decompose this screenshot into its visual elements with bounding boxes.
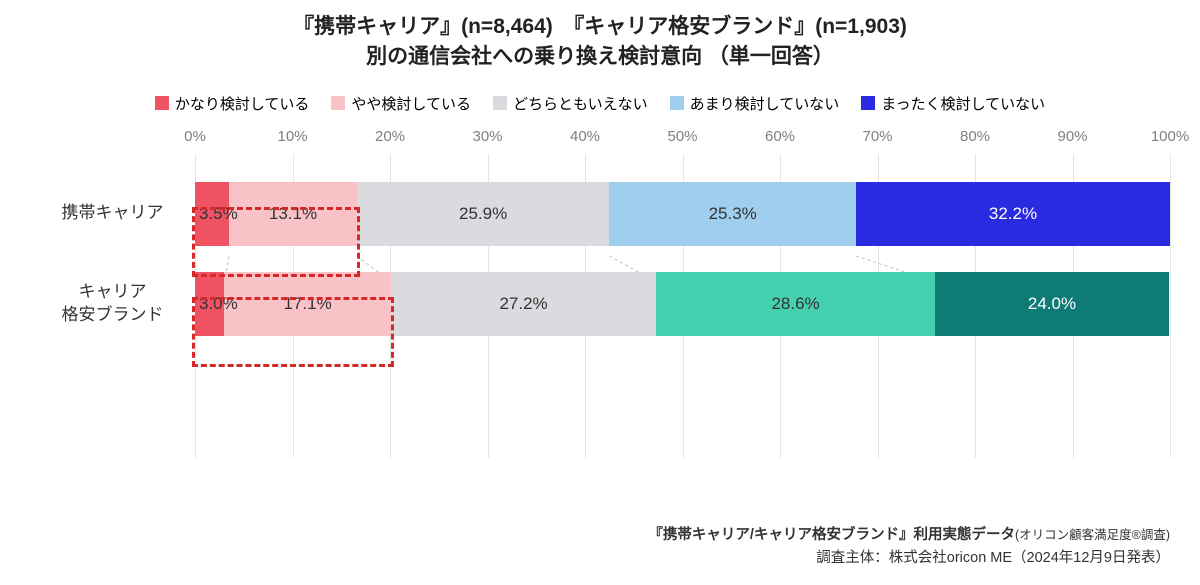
bar-segment: 27.2% [391, 272, 656, 336]
bar-segment: 17.1% [224, 272, 391, 336]
chart-root: 『携帯キャリア』(n=8,464) 『キャリア格安ブランド』(n=1,903) … [0, 0, 1200, 585]
legend-label: あまり検討していない [690, 93, 840, 114]
axis-tick-label: 10% [277, 128, 307, 145]
legend-swatch [670, 96, 684, 110]
segment-value: 13.1% [269, 204, 317, 224]
legend-item: あまり検討していない [670, 93, 840, 114]
bar-segment: 28.6% [656, 272, 935, 336]
legend: かなり検討している やや検討している どちらともいえない あまり検討していない まったく… [30, 93, 1170, 114]
segment-value: 25.3% [709, 204, 757, 224]
segment-value: 28.6% [771, 294, 819, 314]
source-footer: 『携帯キャリア/キャリア格安ブランド』利用実態データ(オリコン顧客満足度®調査)… [648, 524, 1170, 569]
axis-tick-label: 0% [184, 128, 206, 145]
legend-swatch [155, 96, 169, 110]
segment-value: 24.0% [1028, 294, 1076, 314]
chart-title: 『携帯キャリア』(n=8,464) 『キャリア格安ブランド』(n=1,903) … [30, 12, 1170, 73]
bar-segment: 13.1% [229, 182, 357, 246]
bar-segment: 3.5% [195, 182, 229, 246]
legend-swatch [331, 96, 345, 110]
legend-item: どちらともいえない [493, 93, 648, 114]
bar-segment: 25.3% [609, 182, 856, 246]
legend-item: かなり検討している [155, 93, 310, 114]
axis-tick-label: 50% [667, 128, 697, 145]
source-line1: 『携帯キャリア/キャリア格安ブランド』利用実態データ(オリコン顧客満足度®調査) [648, 524, 1170, 546]
legend-label: やや検討している [351, 93, 471, 114]
grid-line [1170, 154, 1171, 458]
axis-tick-label: 70% [862, 128, 892, 145]
x-axis-ticks: 0%10%20%30%40%50%60%70%80%90%100% [195, 128, 1170, 154]
stacked-bar: 3.0% 17.1% 27.2% 28.6% 24.0% [195, 272, 1170, 336]
source-main: 『携帯キャリア/キャリア格安ブランド』利用実態データ [648, 527, 1015, 543]
segment-value: 27.2% [499, 294, 547, 314]
axis-tick-label: 30% [472, 128, 502, 145]
axis-tick-label: 20% [375, 128, 405, 145]
legend-item: まったく検討していない [861, 93, 1045, 114]
legend-label: まったく検討していない [881, 93, 1045, 114]
bars-container: 検討している 計16.6%携帯キャリア3.5%13.1%25.9%25.3%32… [30, 182, 1170, 336]
axis-tick-label: 60% [765, 128, 795, 145]
chart-area: 0%10%20%30%40%50%60%70%80%90%100% 検討している… [30, 128, 1170, 458]
row-label: キャリア格安ブランド [30, 281, 195, 327]
axis-tick-label: 40% [570, 128, 600, 145]
legend-swatch [861, 96, 875, 110]
source-line2: 調査主体：株式会社oricon ME（2024年12月9日発表） [648, 547, 1170, 569]
legend-swatch [493, 96, 507, 110]
segment-value: 32.2% [989, 204, 1037, 224]
legend-label: かなり検討している [175, 93, 310, 114]
bar-row: 携帯キャリア3.5% 13.1% 25.9% 25.3% 32.2% [30, 182, 1170, 246]
bar-segment: 32.2% [856, 182, 1170, 246]
legend-label: どちらともいえない [513, 93, 648, 114]
axis-tick-label: 90% [1057, 128, 1087, 145]
title-line2: 別の通信会社への乗り換え検討意向 （単一回答） [30, 42, 1170, 72]
segment-value: 17.1% [284, 294, 332, 314]
legend-item: やや検討している [331, 93, 471, 114]
title-line1: 『携帯キャリア』(n=8,464) 『キャリア格安ブランド』(n=1,903) [30, 12, 1170, 42]
segment-value: 3.5% [199, 204, 238, 224]
axis-row: 0%10%20%30%40%50%60%70%80%90%100% [30, 128, 1170, 154]
bar-row: キャリア格安ブランド3.0% 17.1% 27.2% 28.6% 24.0% [30, 272, 1170, 336]
bar-segment: 24.0% [935, 272, 1169, 336]
axis-tick-label: 80% [960, 128, 990, 145]
row-label: 携帯キャリア [30, 202, 195, 225]
axis-tick-label: 100% [1151, 128, 1189, 145]
segment-value: 3.0% [199, 294, 238, 314]
segment-value: 25.9% [459, 204, 507, 224]
bar-segment: 3.0% [195, 272, 224, 336]
source-paren: (オリコン顧客満足度®調査) [1015, 528, 1170, 542]
stacked-bar: 3.5% 13.1% 25.9% 25.3% 32.2% [195, 182, 1170, 246]
bar-segment: 25.9% [357, 182, 610, 246]
